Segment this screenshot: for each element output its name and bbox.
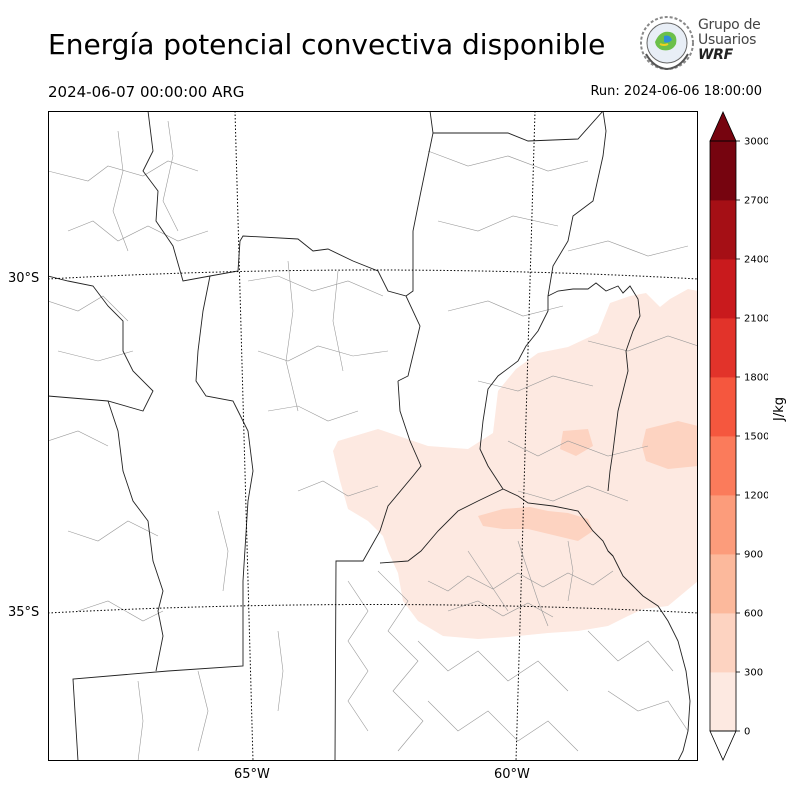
lon-label-65w: 65°W (234, 767, 270, 782)
colorbar-segment (710, 495, 736, 555)
colorbar-tick-label: 2100 (744, 314, 768, 325)
colorbar-tick-label: 2700 (744, 196, 768, 207)
province-boundaries (48, 111, 641, 761)
colorbar-tick-label: 1800 (744, 373, 768, 384)
colorbar-segment (710, 672, 736, 732)
cape-area-mid-2 (560, 429, 593, 456)
lon-label-60w: 60°W (494, 767, 530, 782)
colorbar-extend-min (709, 730, 737, 761)
colorbar-tick-label: 600 (744, 609, 763, 620)
colorbar-segment (710, 377, 736, 437)
colorbar-segment (710, 141, 736, 201)
cape-area-low (333, 289, 698, 639)
colorbar-tick-label: 3000 (744, 137, 768, 148)
colorbar-segment (710, 200, 736, 260)
colorbar-tick-label: 2400 (744, 255, 768, 266)
globe-emblem-icon (640, 16, 694, 71)
cape-area-mid-3 (642, 421, 698, 469)
map-panel (48, 111, 698, 761)
lat-label-35s: 35°S (8, 605, 40, 620)
colorbar-tick-label: 0 (744, 727, 750, 738)
colorbar-segment (710, 436, 736, 496)
logo-line-3: WRF (698, 47, 733, 63)
colorbar-ticks: 0 300 600 900 1200 1500 1800 2100 2400 2700 3000 (736, 137, 768, 738)
colorbar-tick-label: 900 (744, 550, 763, 561)
valid-time: 2024-06-07 00:00:00 ARG (48, 83, 245, 101)
graticule (48, 111, 698, 761)
run-time: Run: 2024-06-06 18:00:00 (590, 84, 762, 99)
colorbar-segment (710, 613, 736, 673)
coastline (607, 550, 691, 761)
logo-line-1: Grupo de (698, 17, 761, 33)
colorbar-segments (710, 141, 736, 732)
colorbar: 0 300 600 900 1200 1500 1800 2100 2400 2700 3000 (709, 111, 768, 761)
cape-area-mid-1 (478, 507, 593, 541)
cape-shading (333, 289, 698, 639)
colorbar-extend-max (709, 111, 737, 142)
colorbar-unit: J/kg (772, 397, 787, 421)
wrf-users-logo: Grupo de Usuarios WRF (638, 14, 768, 74)
department-boundaries (48, 120, 698, 761)
colorbar-segment (710, 259, 736, 319)
map-title: Energía potencial convectiva disponible (48, 28, 606, 61)
colorbar-tick-label: 300 (744, 668, 763, 679)
colorbar-segment (710, 554, 736, 614)
colorbar-tick-label: 1500 (744, 432, 768, 443)
colorbar-segment (710, 318, 736, 378)
lat-label-30s: 30°S (8, 271, 40, 286)
colorbar-tick-label: 1200 (744, 491, 768, 502)
logo-line-2: Usuarios (698, 32, 757, 48)
